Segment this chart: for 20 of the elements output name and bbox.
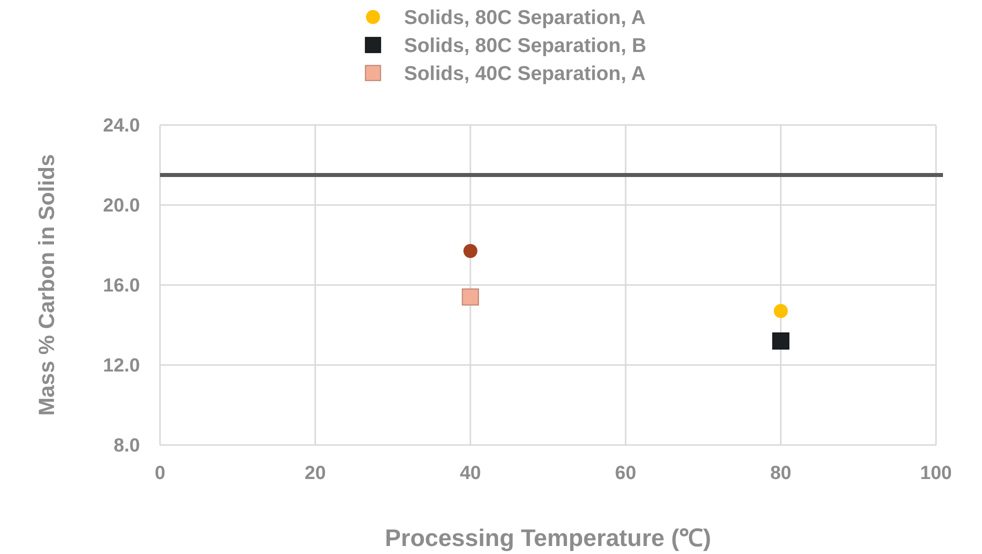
y-tick-label: 12.0 <box>103 356 140 377</box>
y-tick-label: 20.0 <box>103 196 140 217</box>
point <box>463 244 478 258</box>
x-axis-title: Processing Temperature (℃) <box>384 525 712 552</box>
x-tick-label: 100 <box>920 463 952 484</box>
legend-label: Solids, 80C Separation, B <box>404 35 646 57</box>
point <box>462 288 479 306</box>
y-tick-label: 8.0 <box>114 436 140 457</box>
x-tick-label: 40 <box>460 463 481 484</box>
x-tick-label: 60 <box>615 463 636 484</box>
x-tick-label: 0 <box>154 463 166 484</box>
y-axis-title: Mass % Carbon in Solids <box>34 154 59 416</box>
x-tick-label: 20 <box>304 463 326 484</box>
y-tick-label: 24.0 <box>103 116 140 137</box>
point <box>774 304 788 318</box>
x-tick-label: 80 <box>770 463 792 484</box>
legend-label: Solids, 40C Separation, A <box>404 63 646 85</box>
legend-label: Solids, 80C Separation, A <box>404 7 646 29</box>
y-tick-label: 16.0 <box>103 276 140 297</box>
point <box>772 332 790 350</box>
